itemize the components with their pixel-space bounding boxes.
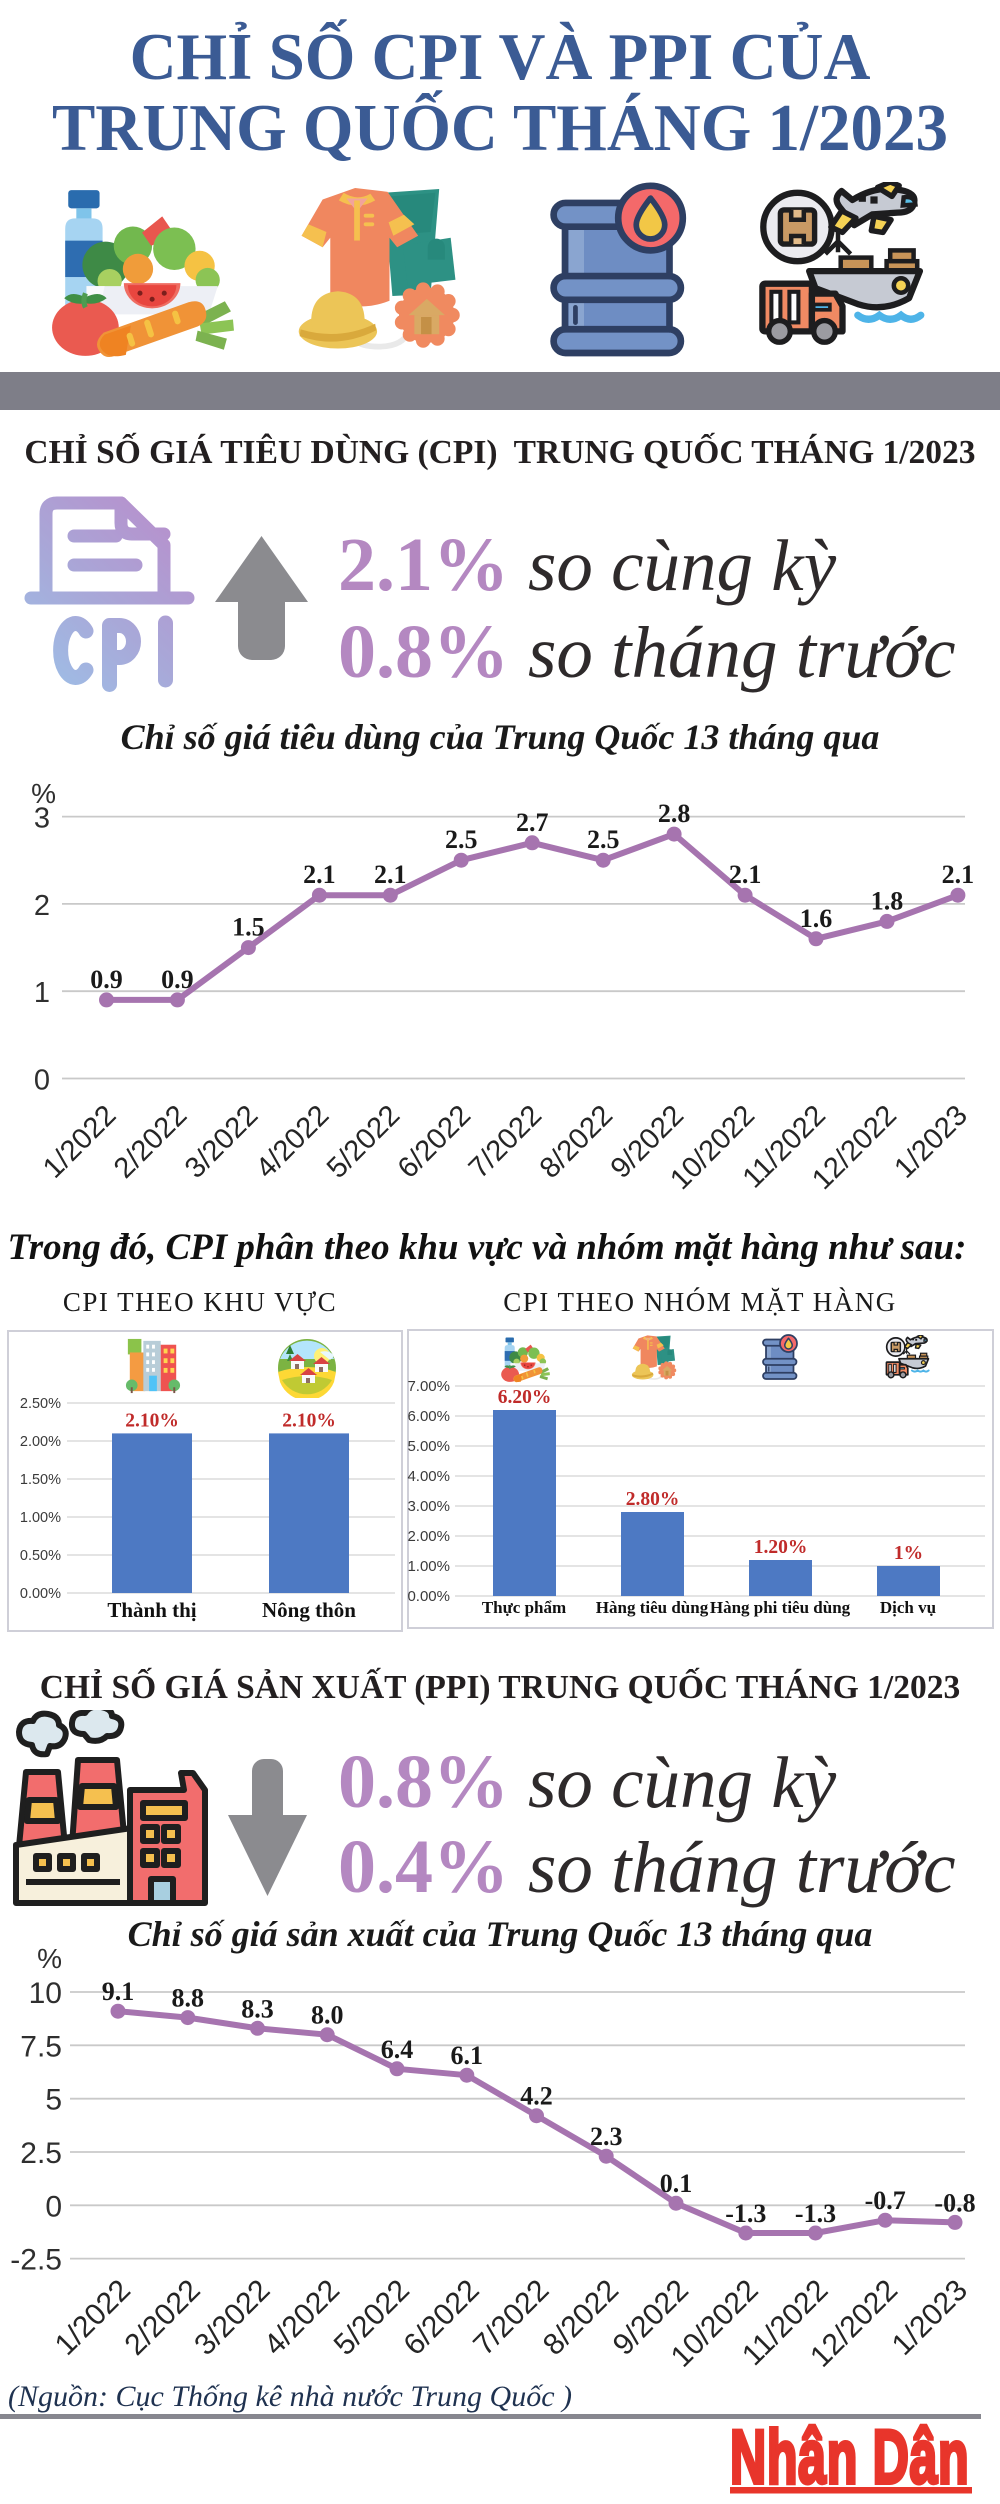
svg-text:2.8: 2.8: [658, 799, 691, 828]
svg-text:3/2022: 3/2022: [179, 1099, 264, 1184]
svg-text:2.5: 2.5: [445, 825, 478, 854]
svg-text:2.10%: 2.10%: [125, 1410, 179, 1431]
svg-text:2.1: 2.1: [303, 860, 336, 889]
svg-text:1/2022: 1/2022: [37, 1099, 122, 1184]
svg-text:-1.3: -1.3: [795, 2199, 836, 2228]
svg-text:2.5: 2.5: [20, 2137, 62, 2170]
svg-text:10: 10: [29, 1977, 62, 2010]
svg-text:1: 1: [34, 977, 50, 1009]
svg-text:3/2022: 3/2022: [188, 2274, 276, 2362]
svg-text:4.00%: 4.00%: [407, 1468, 450, 1485]
svg-text:%: %: [37, 1943, 62, 1974]
svg-text:5/2022: 5/2022: [321, 1099, 406, 1184]
svg-text:2.1: 2.1: [374, 860, 407, 889]
svg-text:3: 3: [34, 803, 50, 835]
svg-text:9.1: 9.1: [102, 1977, 135, 2006]
svg-text:1.5: 1.5: [232, 913, 265, 942]
svg-text:2.1: 2.1: [942, 860, 975, 889]
svg-text:1.00%: 1.00%: [407, 1558, 450, 1575]
svg-text:Hàng phi tiêu dùng: Hàng phi tiêu dùng: [710, 1598, 851, 1617]
svg-text:6.1: 6.1: [451, 2041, 484, 2070]
svg-text:0: 0: [45, 2190, 62, 2223]
svg-text:8.0: 8.0: [311, 2001, 344, 2030]
svg-text:1/2023: 1/2023: [888, 1099, 973, 1184]
svg-text:1.50%: 1.50%: [20, 1472, 61, 1488]
svg-text:%: %: [31, 778, 56, 809]
svg-text:3.00%: 3.00%: [407, 1498, 450, 1515]
svg-text:Dịch vụ: Dịch vụ: [880, 1598, 936, 1617]
svg-text:Thành thị: Thành thị: [107, 1598, 196, 1622]
svg-text:6/2022: 6/2022: [398, 2274, 486, 2362]
svg-text:8.8: 8.8: [172, 1984, 205, 2013]
svg-text:Hàng tiêu dùng: Hàng tiêu dùng: [596, 1598, 709, 1617]
svg-text:2.7: 2.7: [516, 808, 549, 837]
svg-text:0.9: 0.9: [90, 965, 123, 994]
svg-text:0.50%: 0.50%: [20, 1548, 61, 1564]
svg-text:4/2022: 4/2022: [258, 2274, 346, 2362]
svg-text:7/2022: 7/2022: [467, 2274, 555, 2362]
svg-text:2/2022: 2/2022: [119, 2274, 207, 2362]
svg-text:1.20%: 1.20%: [754, 1537, 808, 1558]
svg-text:1%: 1%: [894, 1543, 923, 1564]
svg-text:8.3: 8.3: [241, 1994, 274, 2023]
svg-text:2.00%: 2.00%: [20, 1434, 61, 1450]
svg-text:1/2023: 1/2023: [886, 2274, 974, 2362]
svg-text:4/2022: 4/2022: [250, 1099, 335, 1184]
svg-text:6.4: 6.4: [381, 2035, 414, 2064]
svg-text:1.00%: 1.00%: [20, 1510, 61, 1526]
svg-text:0.9: 0.9: [161, 965, 194, 994]
svg-text:2.10%: 2.10%: [282, 1410, 336, 1431]
svg-text:0: 0: [34, 1065, 50, 1097]
svg-text:6/2022: 6/2022: [392, 1099, 477, 1184]
svg-text:-0.7: -0.7: [865, 2186, 906, 2215]
svg-text:Thực phẩm: Thực phẩm: [482, 1598, 566, 1617]
svg-text:2/2022: 2/2022: [108, 1099, 193, 1184]
svg-text:5.00%: 5.00%: [407, 1438, 450, 1455]
svg-text:Nông thôn: Nông thôn: [262, 1598, 356, 1622]
svg-text:-2.5: -2.5: [10, 2244, 62, 2277]
svg-text:2.5: 2.5: [587, 825, 620, 854]
svg-text:2.00%: 2.00%: [407, 1528, 450, 1545]
svg-text:-1.3: -1.3: [725, 2199, 766, 2228]
svg-text:2: 2: [34, 890, 50, 922]
svg-text:Nhân Dân: Nhân Dân: [730, 2415, 969, 2500]
svg-text:1.8: 1.8: [871, 886, 904, 915]
svg-text:7/2022: 7/2022: [463, 1099, 548, 1184]
svg-text:2.50%: 2.50%: [20, 1396, 61, 1412]
svg-text:0.00%: 0.00%: [407, 1588, 450, 1605]
svg-text:5: 5: [45, 2084, 62, 2117]
svg-text:6.00%: 6.00%: [407, 1408, 450, 1425]
svg-text:5/2022: 5/2022: [328, 2274, 416, 2362]
svg-text:7.5: 7.5: [20, 2030, 62, 2063]
svg-text:8/2022: 8/2022: [537, 2274, 625, 2362]
svg-text:2.1: 2.1: [729, 860, 762, 889]
svg-text:-0.8: -0.8: [934, 2188, 975, 2217]
svg-text:7.00%: 7.00%: [407, 1378, 450, 1395]
svg-text:4.2: 4.2: [520, 2082, 553, 2111]
svg-text:0.00%: 0.00%: [20, 1586, 61, 1602]
svg-text:2.80%: 2.80%: [626, 1489, 680, 1510]
svg-text:8/2022: 8/2022: [534, 1099, 619, 1184]
svg-text:1.6: 1.6: [800, 904, 833, 933]
svg-text:6.20%: 6.20%: [498, 1387, 552, 1408]
svg-text:2.3: 2.3: [590, 2122, 623, 2151]
svg-text:0.1: 0.1: [660, 2169, 693, 2198]
svg-text:1/2022: 1/2022: [49, 2274, 137, 2362]
